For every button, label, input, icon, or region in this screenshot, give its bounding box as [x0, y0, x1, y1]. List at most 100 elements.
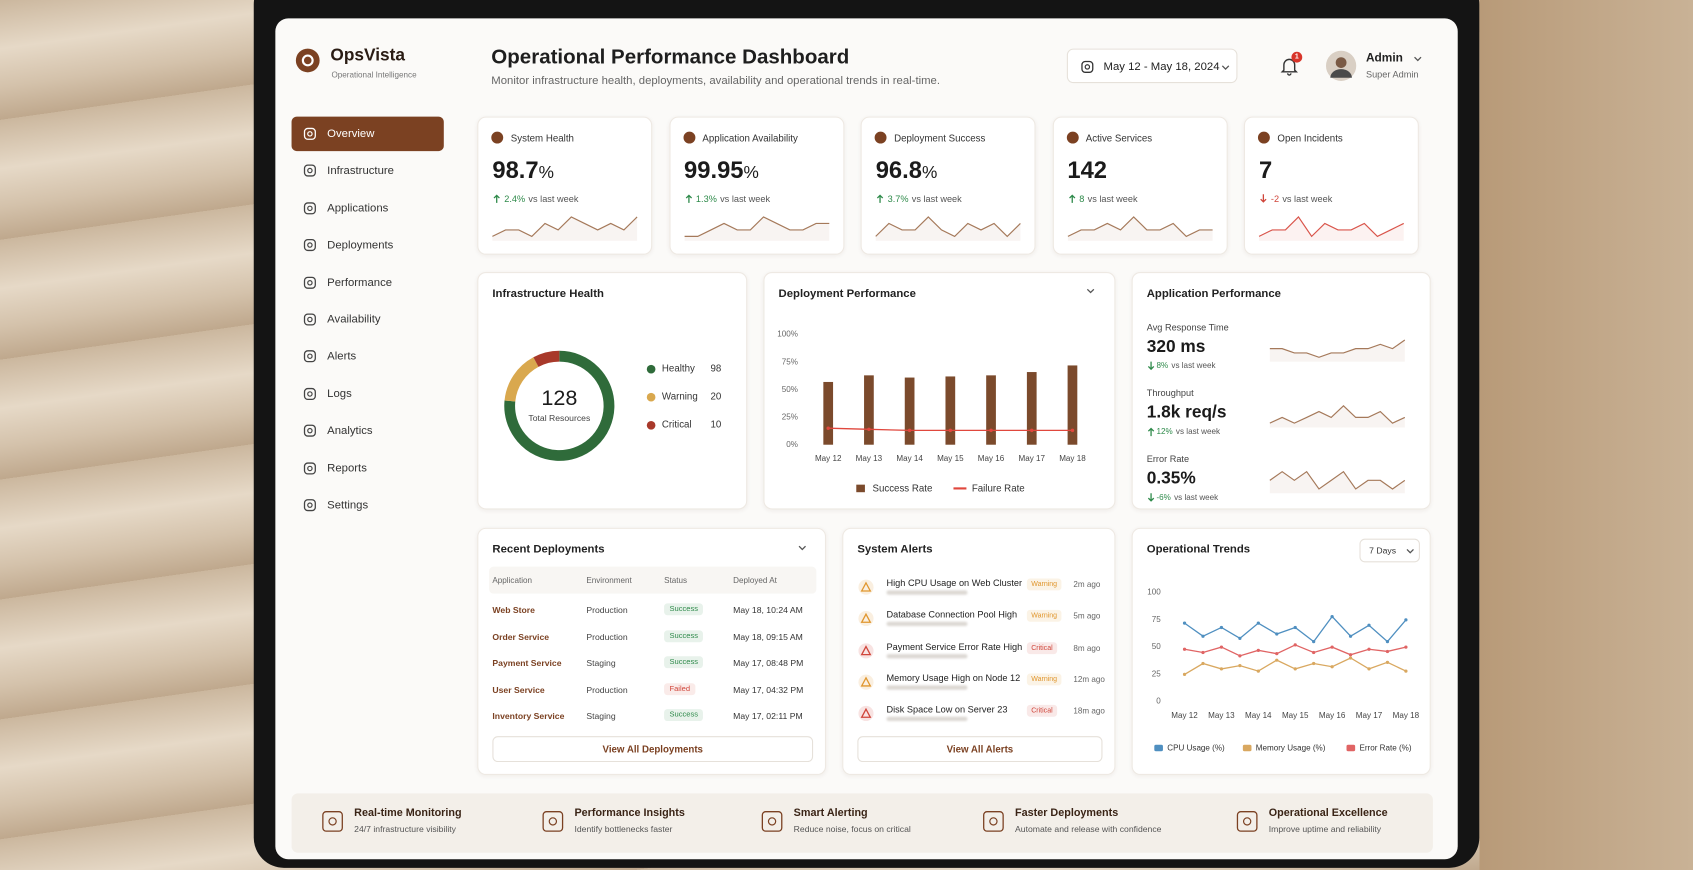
trend-point: [1293, 625, 1297, 630]
trend-point: [1404, 618, 1408, 622]
table-header: Environment: [586, 575, 632, 586]
feature-title: Operational Excellence: [1268, 807, 1388, 820]
icon-dot: [989, 817, 998, 826]
trend-point: [1201, 650, 1205, 655]
x-tick-label: May 14: [1245, 711, 1272, 720]
nav-item[interactable]: Overview: [291, 116, 444, 152]
kpi-label: Active Services: [1085, 132, 1153, 144]
sparkline-line: [1258, 216, 1405, 238]
line-chart: 0 25 50 75 100 May 12 May 13 May 14 May 15 May 16…: [1147, 588, 1419, 753]
environment: Production: [586, 605, 628, 616]
bar: [823, 381, 834, 445]
notification-count: 1: [1294, 52, 1299, 61]
line-point: [1030, 428, 1034, 433]
kpi-icon-shape: [682, 131, 695, 144]
alert-subtitle-blur: [886, 716, 968, 722]
nav-item[interactable]: Settings: [292, 488, 444, 523]
chevron: [1221, 65, 1230, 70]
nav-item[interactable]: Deployments: [292, 228, 444, 263]
donut-segment: [504, 350, 615, 461]
line-point: [948, 428, 953, 433]
metric-label: Avg Response Time: [1146, 321, 1229, 333]
icon: [761, 811, 783, 832]
x-tick-label: May 14: [896, 454, 923, 463]
icon: [1081, 60, 1094, 73]
legend-swatch: [856, 484, 865, 493]
alert-badge: Critical: [1026, 641, 1057, 654]
icon: [983, 811, 1004, 832]
date-picker[interactable]: May 12 - May 18, 2024: [1066, 48, 1238, 84]
feature-description: Automate and release with confidence: [1015, 824, 1162, 835]
application-name[interactable]: Inventory Service: [492, 711, 565, 722]
feature-title: Real-time Monitoring: [354, 807, 462, 820]
application-name[interactable]: User Service: [492, 684, 545, 695]
change-arrow: [876, 194, 884, 203]
icon-shape: [983, 811, 1004, 832]
deployed-at: May 18, 09:15 AM: [733, 631, 803, 642]
sparkline-line: [1269, 405, 1406, 424]
feature-description: Reduce noise, focus on critical: [793, 824, 911, 835]
application-name[interactable]: Payment Service: [492, 658, 562, 669]
sparkline-line: [1269, 470, 1406, 490]
nav-item[interactable]: Infrastructure: [292, 154, 444, 189]
icon-shape: [303, 202, 316, 215]
feature-title: Smart Alerting: [793, 807, 868, 820]
card-menu[interactable]: [798, 545, 809, 554]
icon-dot: [1084, 64, 1091, 70]
icon-dot: [307, 465, 313, 471]
nav-label: Analytics: [327, 424, 373, 438]
nav-item[interactable]: Reports: [292, 451, 444, 486]
x-tick-label: May 17: [1356, 711, 1383, 720]
avatar-body: [1330, 69, 1352, 78]
nav-item[interactable]: Availability: [292, 302, 444, 337]
x-tick-label: May 15: [937, 454, 964, 463]
sparkline-area: [875, 216, 1021, 241]
nav-item[interactable]: Logs: [292, 376, 444, 411]
kpi-number: 96.8: [875, 156, 922, 184]
view-all-button[interactable]: View All Deployments: [492, 736, 814, 763]
icon-shape: [542, 811, 564, 832]
nav-label: Reports: [327, 461, 367, 475]
recent-deployments-card: Recent Deployments Application Environment…: [477, 527, 827, 776]
arrow-shape: [493, 194, 500, 203]
x-tick-label: May 16: [978, 454, 1005, 463]
nav-item[interactable]: Analytics: [292, 414, 444, 449]
change-arrow: [493, 194, 500, 203]
sparkline-area: [1269, 340, 1405, 362]
change-arrow: [1068, 194, 1075, 203]
user-avatar[interactable]: [1325, 50, 1357, 82]
change-note: vs last week: [1174, 492, 1219, 502]
sparkline-area: [492, 216, 638, 241]
alert-badge: Warning: [1026, 578, 1062, 591]
nav-item[interactable]: Performance: [292, 265, 444, 300]
table-header: Application: [492, 575, 533, 586]
application-name[interactable]: Web Store: [492, 605, 535, 616]
legend-dot: [646, 392, 656, 402]
x-tick-label: May 12: [1171, 711, 1198, 720]
donut-segment: [504, 357, 539, 402]
y-tick-label: 0%: [786, 440, 798, 449]
alert-icon-triangle: [860, 644, 872, 655]
deployment-card: Deployment Performance 0% 25% 50% 75% 100% May…: [763, 272, 1116, 510]
alert-subtitle-blur: [886, 622, 968, 627]
button-label: View All Alerts: [946, 743, 1014, 755]
view-all-button[interactable]: View All Alerts: [857, 736, 1103, 763]
y-tick-label: 75: [1152, 615, 1161, 624]
icon-shape: [303, 461, 316, 475]
icon-shape: [1236, 811, 1258, 832]
trend-point: [1275, 632, 1279, 636]
metric-label: Throughput: [1146, 387, 1194, 399]
application-name[interactable]: Order Service: [492, 631, 550, 642]
icon: [1236, 811, 1258, 832]
alert-icon-triangle: [860, 707, 872, 719]
nav-item[interactable]: Applications: [292, 191, 444, 226]
trend-point: [1275, 658, 1279, 662]
icon-shape: [303, 499, 316, 512]
kpi-icon: [682, 131, 695, 144]
card-menu[interactable]: [1086, 288, 1097, 297]
trend-point: [1219, 645, 1224, 649]
range-dropdown[interactable]: 7 Days: [1359, 538, 1420, 563]
nav-item[interactable]: Alerts: [292, 339, 444, 374]
icon: [303, 350, 316, 363]
trend-point: [1348, 653, 1353, 657]
